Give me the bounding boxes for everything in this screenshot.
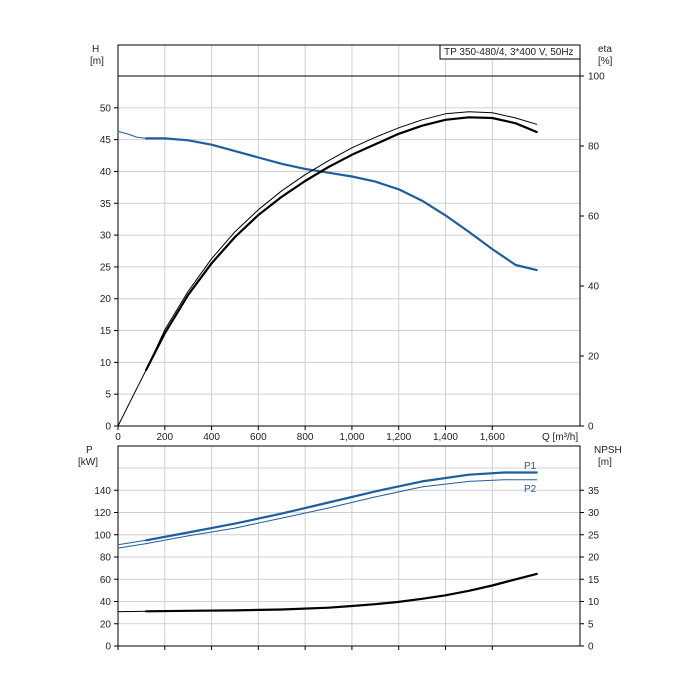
right-axis-label-npsh: NPSH [594,445,622,456]
left-tick-label: 30 [100,231,112,242]
x-tick-label: 400 [203,432,220,443]
title-box [439,44,581,60]
series-label-p1: P1 [524,461,537,472]
left-tick-label: 100 [94,530,111,541]
left-axis-label-h-unit: [m] [90,56,104,67]
left-tick-label: 5 [105,390,111,401]
right-axis-label-eta-unit: [%] [598,56,613,67]
series-line-0-3 [117,369,147,427]
right-tick-label: 25 [588,530,600,541]
left-tick-label: 35 [100,199,112,210]
left-tick-label: 40 [100,167,112,178]
power-npsh-plot: P [kW] NPSH [m] P1 P2 020406080100120140… [78,445,622,653]
head-efficiency-plot: TP 350-480/4, 3*400 V, 50Hz H [m] eta [%… [90,44,613,443]
series-line-0-4 [145,111,538,371]
grid-lines [118,446,580,646]
left-tick-label: 10 [100,358,112,369]
right-tick-label: 20 [588,352,600,363]
x-tick-label: 1,200 [386,432,411,443]
left-tick-label: 0 [105,642,111,653]
left-tick-label: 15 [100,326,112,337]
left-tick-label: 80 [100,553,112,564]
left-tick-label: 20 [100,294,112,305]
left-tick-label: 40 [100,597,112,608]
right-axis-label-npsh-unit: [m] [598,457,612,468]
left-tick-label: 140 [94,486,111,497]
right-tick-label: 30 [588,508,600,519]
right-tick-label: 10 [588,597,600,608]
left-tick-label: 25 [100,262,112,273]
left-axis-label-h: H [92,44,99,55]
left-axis-label-p-unit: [kW] [78,457,98,468]
series-line-1-3 [117,543,147,549]
right-tick-label: 40 [588,282,600,293]
right-tick-label: 20 [588,553,600,564]
left-tick-label: 45 [100,135,112,146]
series-line-0-2 [145,116,538,372]
x-tick-label: 600 [250,432,267,443]
left-tick-label: 60 [100,575,112,586]
series-line-0-1 [117,130,147,139]
x-tick-label: 800 [297,432,314,443]
right-tick-label: 0 [588,422,594,433]
x-tick-label: 1,600 [480,432,505,443]
x-axis-label: Q [m³/h] [542,432,578,443]
right-tick-label: 100 [588,72,605,83]
series-line-1-0 [145,471,538,542]
left-tick-label: 50 [100,103,112,114]
right-axis-label-eta: eta [598,44,612,55]
series-line-1-4 [145,572,538,613]
right-tick-label: 0 [588,642,594,653]
chart-title: TP 350-480/4, 3*400 V, 50Hz [444,47,574,58]
right-tick-label: 5 [588,619,594,630]
series-line-0-0 [145,137,538,272]
x-tick-label: 0 [115,432,121,443]
series-label-p2: P2 [524,484,537,495]
left-tick-label: 20 [100,619,112,630]
right-tick-label: 35 [588,486,600,497]
x-tick-label: 1,400 [433,432,458,443]
grid-lines [118,45,580,426]
series-line-1-2 [117,539,147,546]
right-tick-label: 60 [588,212,600,223]
right-tick-label: 80 [588,142,600,153]
left-axis-label-p: P [86,445,93,456]
x-tick-label: 1,000 [339,432,364,443]
right-tick-label: 15 [588,575,600,586]
lower-plot-frame [117,445,581,647]
series-line-1-1 [145,479,538,545]
x-tick-label: 200 [156,432,173,443]
left-tick-label: 0 [105,422,111,433]
left-tick-label: 120 [94,508,111,519]
